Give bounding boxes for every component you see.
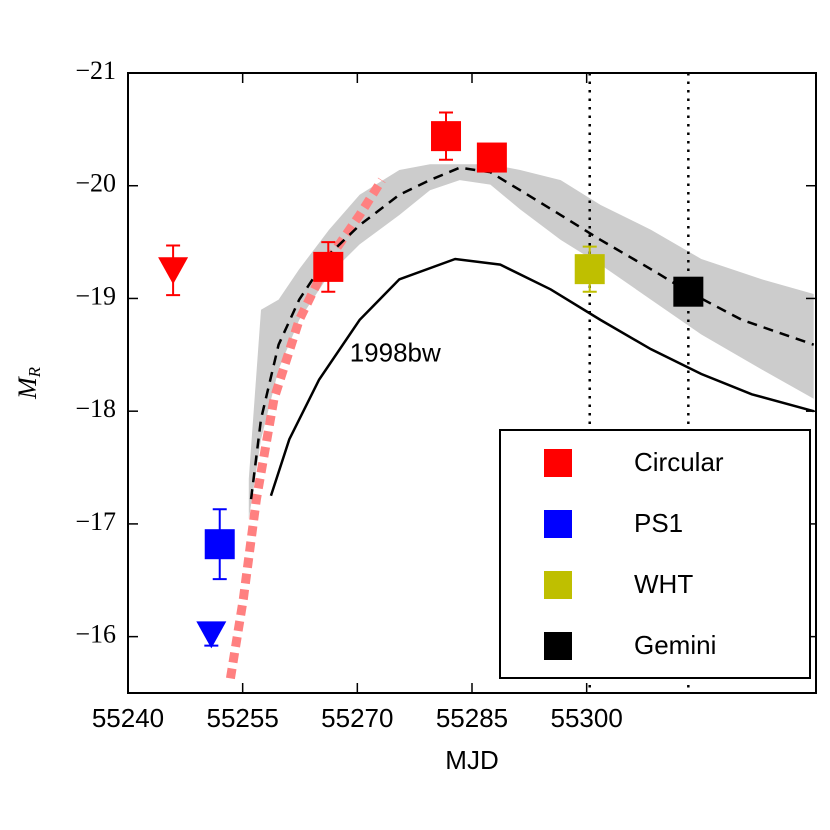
x-tick-label: 55270 bbox=[321, 703, 393, 733]
marker-triangle bbox=[158, 257, 189, 285]
y-tick-label: −18 bbox=[75, 394, 116, 423]
legend-swatch bbox=[544, 449, 572, 477]
legend-swatch bbox=[544, 571, 572, 599]
y-axis-label-sub: R bbox=[25, 366, 44, 378]
marker-square bbox=[313, 251, 344, 282]
x-tick-label: 55255 bbox=[207, 703, 279, 733]
marker-square bbox=[204, 529, 235, 560]
x-tick-label: 55240 bbox=[92, 703, 164, 733]
curve bbox=[249, 166, 815, 500]
marker-square bbox=[574, 254, 605, 285]
curve bbox=[225, 177, 386, 680]
legend-label: Circular bbox=[634, 447, 724, 477]
uncertainty-band bbox=[248, 164, 814, 520]
legend-swatch bbox=[544, 632, 572, 660]
y-axis-label-main: M bbox=[13, 376, 42, 400]
annotation: 1998bw bbox=[350, 338, 441, 368]
y-tick-label: −21 bbox=[75, 56, 116, 85]
curve bbox=[269, 257, 815, 497]
marker-square bbox=[476, 142, 507, 173]
x-axis-label: MJD bbox=[445, 745, 498, 775]
legend-label: WHT bbox=[634, 569, 693, 599]
x-tick-label: 55285 bbox=[436, 703, 508, 733]
y-tick-label: −19 bbox=[75, 281, 116, 310]
y-axis-label: MR bbox=[13, 366, 44, 400]
marker-square bbox=[431, 121, 462, 152]
y-tick-label: −16 bbox=[75, 620, 116, 649]
legend-swatch bbox=[544, 510, 572, 538]
y-tick-label: −20 bbox=[75, 169, 116, 198]
y-tick-label: −17 bbox=[75, 507, 116, 536]
plot-area bbox=[225, 73, 815, 693]
marker-triangle bbox=[196, 621, 227, 649]
legend-label: PS1 bbox=[634, 508, 683, 538]
x-tick-label: 55300 bbox=[551, 703, 623, 733]
marker-square bbox=[673, 276, 704, 307]
legend-label: Gemini bbox=[634, 630, 716, 660]
